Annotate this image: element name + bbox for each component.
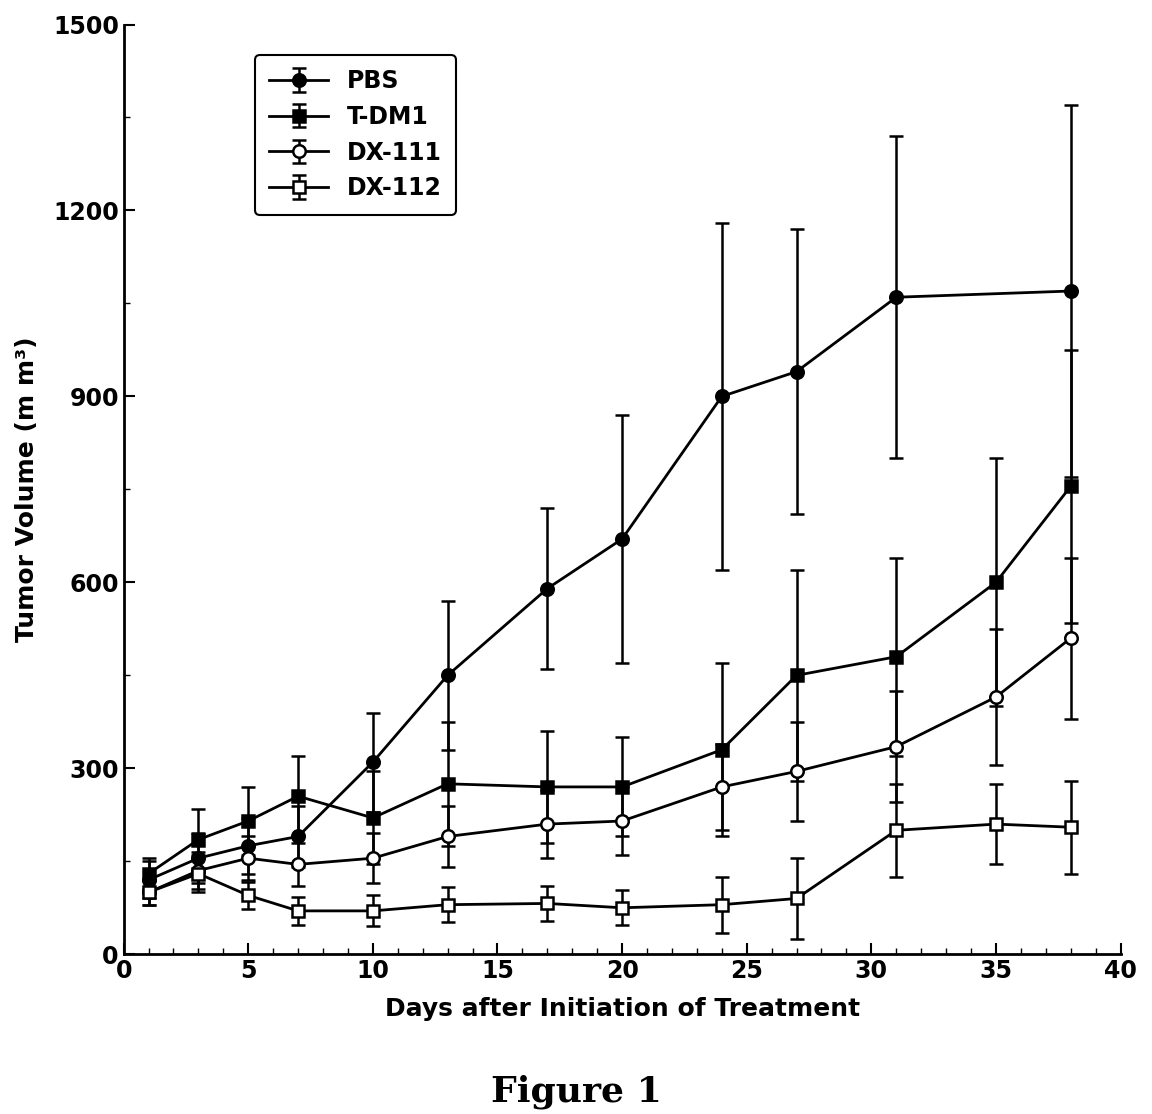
X-axis label: Days after Initiation of Treatment: Days after Initiation of Treatment [385, 997, 859, 1022]
Legend: PBS, T-DM1, DX-111, DX-112: PBS, T-DM1, DX-111, DX-112 [255, 55, 456, 215]
Text: Figure 1: Figure 1 [491, 1075, 661, 1108]
Y-axis label: Tumor Volume (m m³): Tumor Volume (m m³) [15, 336, 39, 642]
